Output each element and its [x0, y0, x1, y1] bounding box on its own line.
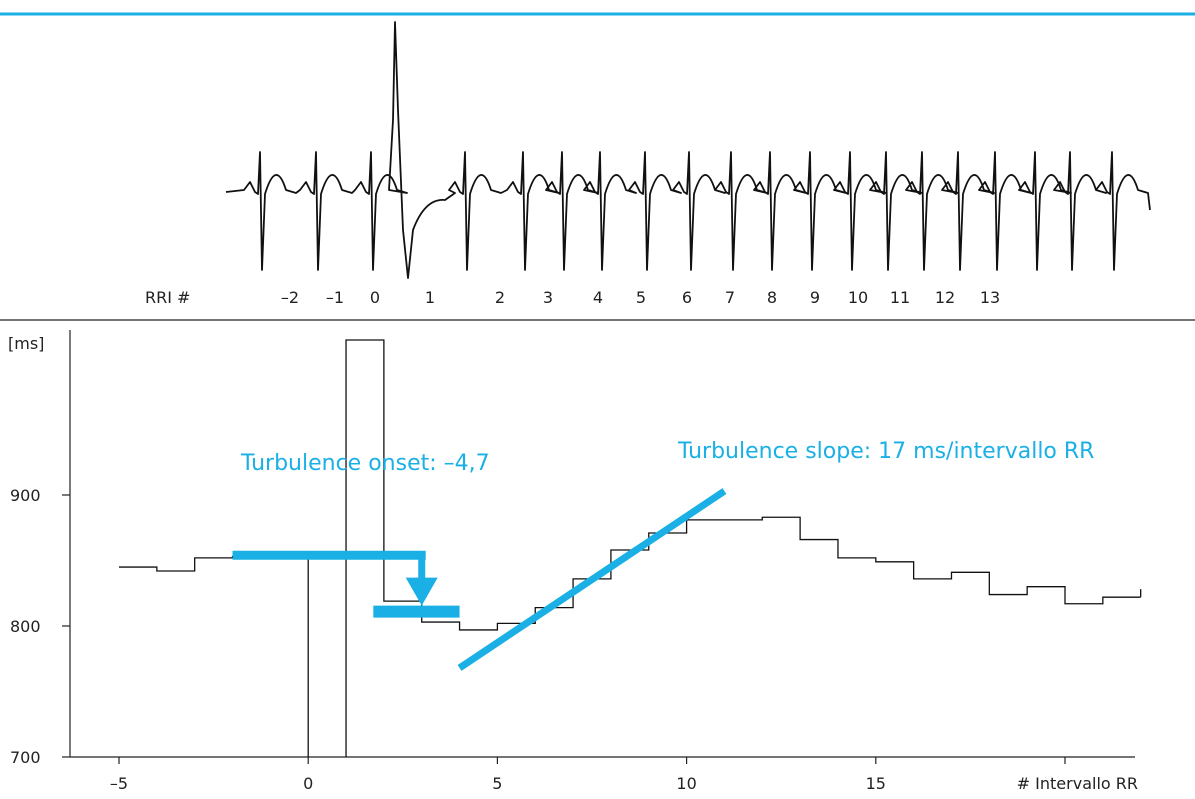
x-tick-label: 0	[303, 774, 313, 793]
rri-label: 6	[682, 288, 692, 307]
x-tick-label: 15	[866, 774, 886, 793]
y-unit-label: [ms]	[8, 334, 44, 353]
rri-label: 4	[593, 288, 603, 307]
y-tick-label: 700	[10, 748, 41, 767]
rri-label: 7	[725, 288, 735, 307]
turbulence-onset-label: Turbulence onset: –4,7	[240, 451, 490, 476]
rri-label: 2	[495, 288, 505, 307]
rri-prefix-label: RRI #	[145, 288, 190, 307]
rri-label: 12	[935, 288, 955, 307]
rri-label: 10	[848, 288, 868, 307]
turbulence-slope-line	[457, 488, 727, 671]
rri-label: 9	[810, 288, 820, 307]
y-tick-label: 900	[10, 486, 41, 505]
rri-label: 11	[890, 288, 910, 307]
ecg-strip: RRI # –2 –1 0 1 2 3 4 5 6 7 8 9 10 11 12 13	[145, 21, 1151, 307]
rri-label: 0	[370, 288, 380, 307]
rri-label: 5	[636, 288, 646, 307]
rri-label: –1	[326, 288, 344, 307]
rri-label: –2	[281, 288, 299, 307]
rri-labels: –2 –1 0 1 2 3 4 5 6 7 8 9 10 11 12 13	[281, 288, 1000, 307]
x-tick-label: –5	[110, 774, 128, 793]
rri-label: 1	[425, 288, 435, 307]
onset-arrow-head	[405, 577, 438, 606]
rr-interval-step-line	[119, 339, 1142, 757]
annotations: Turbulence onset: –4,7 Turbulence slope: …	[232, 439, 1094, 671]
x-ticks: –5 0 5 10 15	[110, 757, 1066, 793]
turbulence-slope-label: Turbulence slope: 17 ms/intervallo RR	[677, 439, 1094, 464]
y-ticks: 700 800 900	[10, 486, 70, 767]
x-tick-label: 5	[492, 774, 502, 793]
rri-label: 8	[767, 288, 777, 307]
rri-label: 13	[980, 288, 1000, 307]
y-tick-label: 800	[10, 617, 41, 636]
x-axis-label: # Intervallo RR	[1017, 774, 1138, 793]
x-tick-label: 10	[676, 774, 696, 793]
rri-label: 3	[543, 288, 553, 307]
ecg-trace	[225, 21, 1151, 279]
